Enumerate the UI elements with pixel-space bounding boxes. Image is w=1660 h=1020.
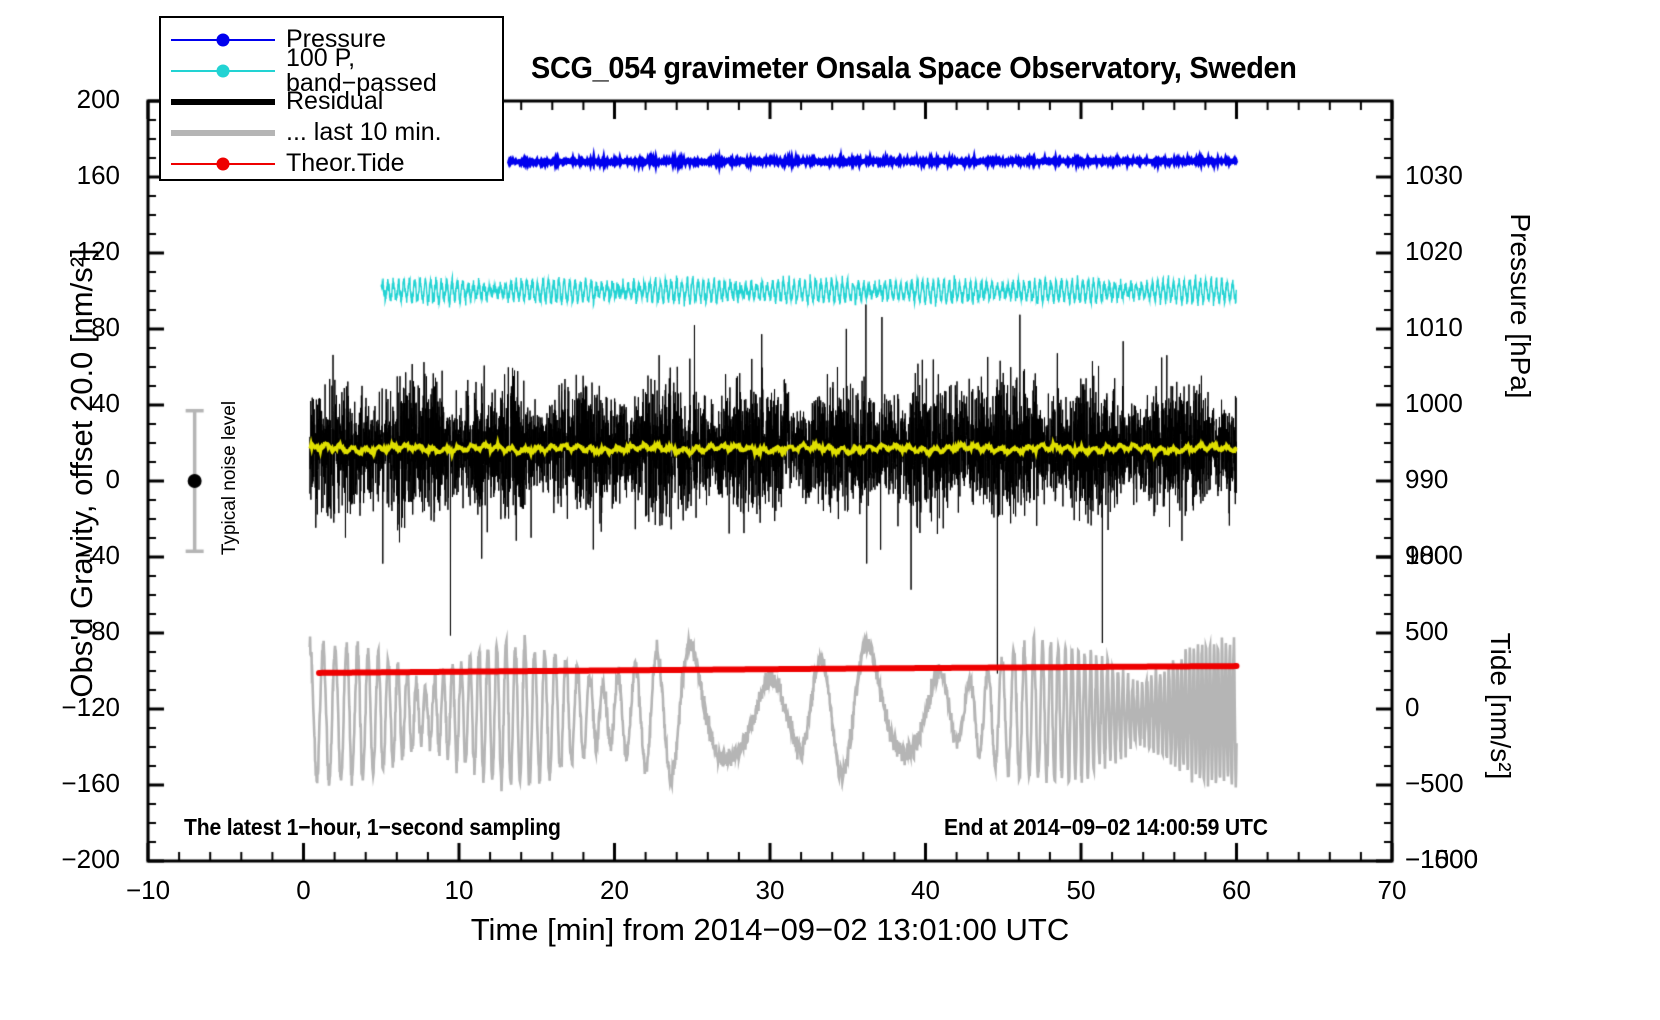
x-tick-40: 40 bbox=[911, 875, 940, 905]
legend-swatch-icon bbox=[171, 154, 275, 174]
chart-title: SCG_054 gravimeter Onsala Space Observat… bbox=[531, 50, 1297, 85]
x-axis-label: Time [min] from 2014−09−02 13:01:00 UTC bbox=[470, 912, 1070, 947]
y-tick-left--160: −160 bbox=[61, 768, 120, 798]
legend-item-0[interactable]: Pressure bbox=[161, 24, 502, 55]
legend-item-label: ... last 10 min. bbox=[286, 118, 442, 146]
x-tick-60: 60 bbox=[1222, 875, 1251, 905]
y-tick-pressure-1020: 1020 bbox=[1405, 236, 1463, 266]
legend-item-3[interactable]: ... last 10 min. bbox=[161, 117, 502, 148]
y-tick-left-80: 80 bbox=[91, 312, 120, 342]
legend: Pressure 100 P, band−passed Residual ... la… bbox=[159, 16, 504, 181]
legend-item-label: Residual bbox=[286, 87, 384, 115]
bottom-left-note: The latest 1−hour, 1−second sampling bbox=[184, 814, 561, 840]
y-tick-left-0: 0 bbox=[105, 464, 120, 494]
x-tick-50: 50 bbox=[1066, 875, 1096, 905]
legend-swatch-icon bbox=[171, 92, 275, 112]
y-tick-tide-1000: 1000 bbox=[1405, 540, 1463, 570]
y-tick-left--200: −200 bbox=[61, 844, 120, 874]
y-tick-left-120: 120 bbox=[76, 236, 120, 266]
legend-item-label: Theor.Tide bbox=[286, 149, 405, 177]
y-tick-tide-0: 0 bbox=[1405, 692, 1420, 722]
y-axis-label-pressure: Pressure [hPa] bbox=[1505, 213, 1536, 399]
y-axis-label-tide: Tide [nm/s²] bbox=[1485, 632, 1516, 780]
x-tick-30: 30 bbox=[755, 875, 785, 905]
y-tick-pressure-1000: 1000 bbox=[1405, 388, 1463, 418]
y-tick-left-40: 40 bbox=[91, 388, 120, 418]
y-tick-left--80: −80 bbox=[75, 616, 120, 646]
y-tick-tide--1000: −1000 bbox=[1405, 844, 1479, 874]
legend-swatch-icon bbox=[171, 30, 275, 50]
legend-item-2[interactable]: Residual bbox=[161, 86, 502, 117]
x-tick-70: 70 bbox=[1377, 875, 1407, 905]
legend-item-label: Pressure bbox=[286, 25, 387, 53]
legend-swatch-icon bbox=[171, 123, 275, 143]
y-tick-tide--1500: −1500 bbox=[1405, 844, 1479, 874]
x-tick--10: −10 bbox=[125, 875, 171, 905]
x-tick-10: 10 bbox=[444, 875, 474, 905]
y-tick-left-160: 160 bbox=[76, 160, 120, 190]
bottom-right-note: End at 2014−09−02 14:00:59 UTC bbox=[944, 814, 1268, 840]
y-tick-tide--500: −500 bbox=[1405, 768, 1464, 798]
legend-swatch-icon bbox=[171, 61, 275, 81]
y-tick-pressure-1030: 1030 bbox=[1405, 160, 1463, 190]
legend-item-4[interactable]: Theor.Tide bbox=[161, 148, 502, 179]
x-tick-20: 20 bbox=[600, 875, 629, 905]
y-tick-left-200: 200 bbox=[76, 84, 120, 114]
y-tick-tide-500: 500 bbox=[1405, 616, 1449, 646]
y-tick-pressure-990: 990 bbox=[1405, 464, 1449, 494]
y-tick-pressure-980: 980 bbox=[1405, 540, 1449, 570]
noise-level-label: Typical noise level bbox=[219, 400, 240, 556]
y-tick-left--120: −120 bbox=[61, 692, 120, 722]
x-tick-0: 0 bbox=[296, 875, 311, 905]
legend-item-label: 100 P, band−passed bbox=[286, 43, 437, 97]
y-tick-left--40: −40 bbox=[75, 540, 120, 570]
y-tick-pressure-1010: 1010 bbox=[1405, 312, 1463, 342]
legend-item-1[interactable]: 100 P, band−passed bbox=[161, 45, 502, 95]
